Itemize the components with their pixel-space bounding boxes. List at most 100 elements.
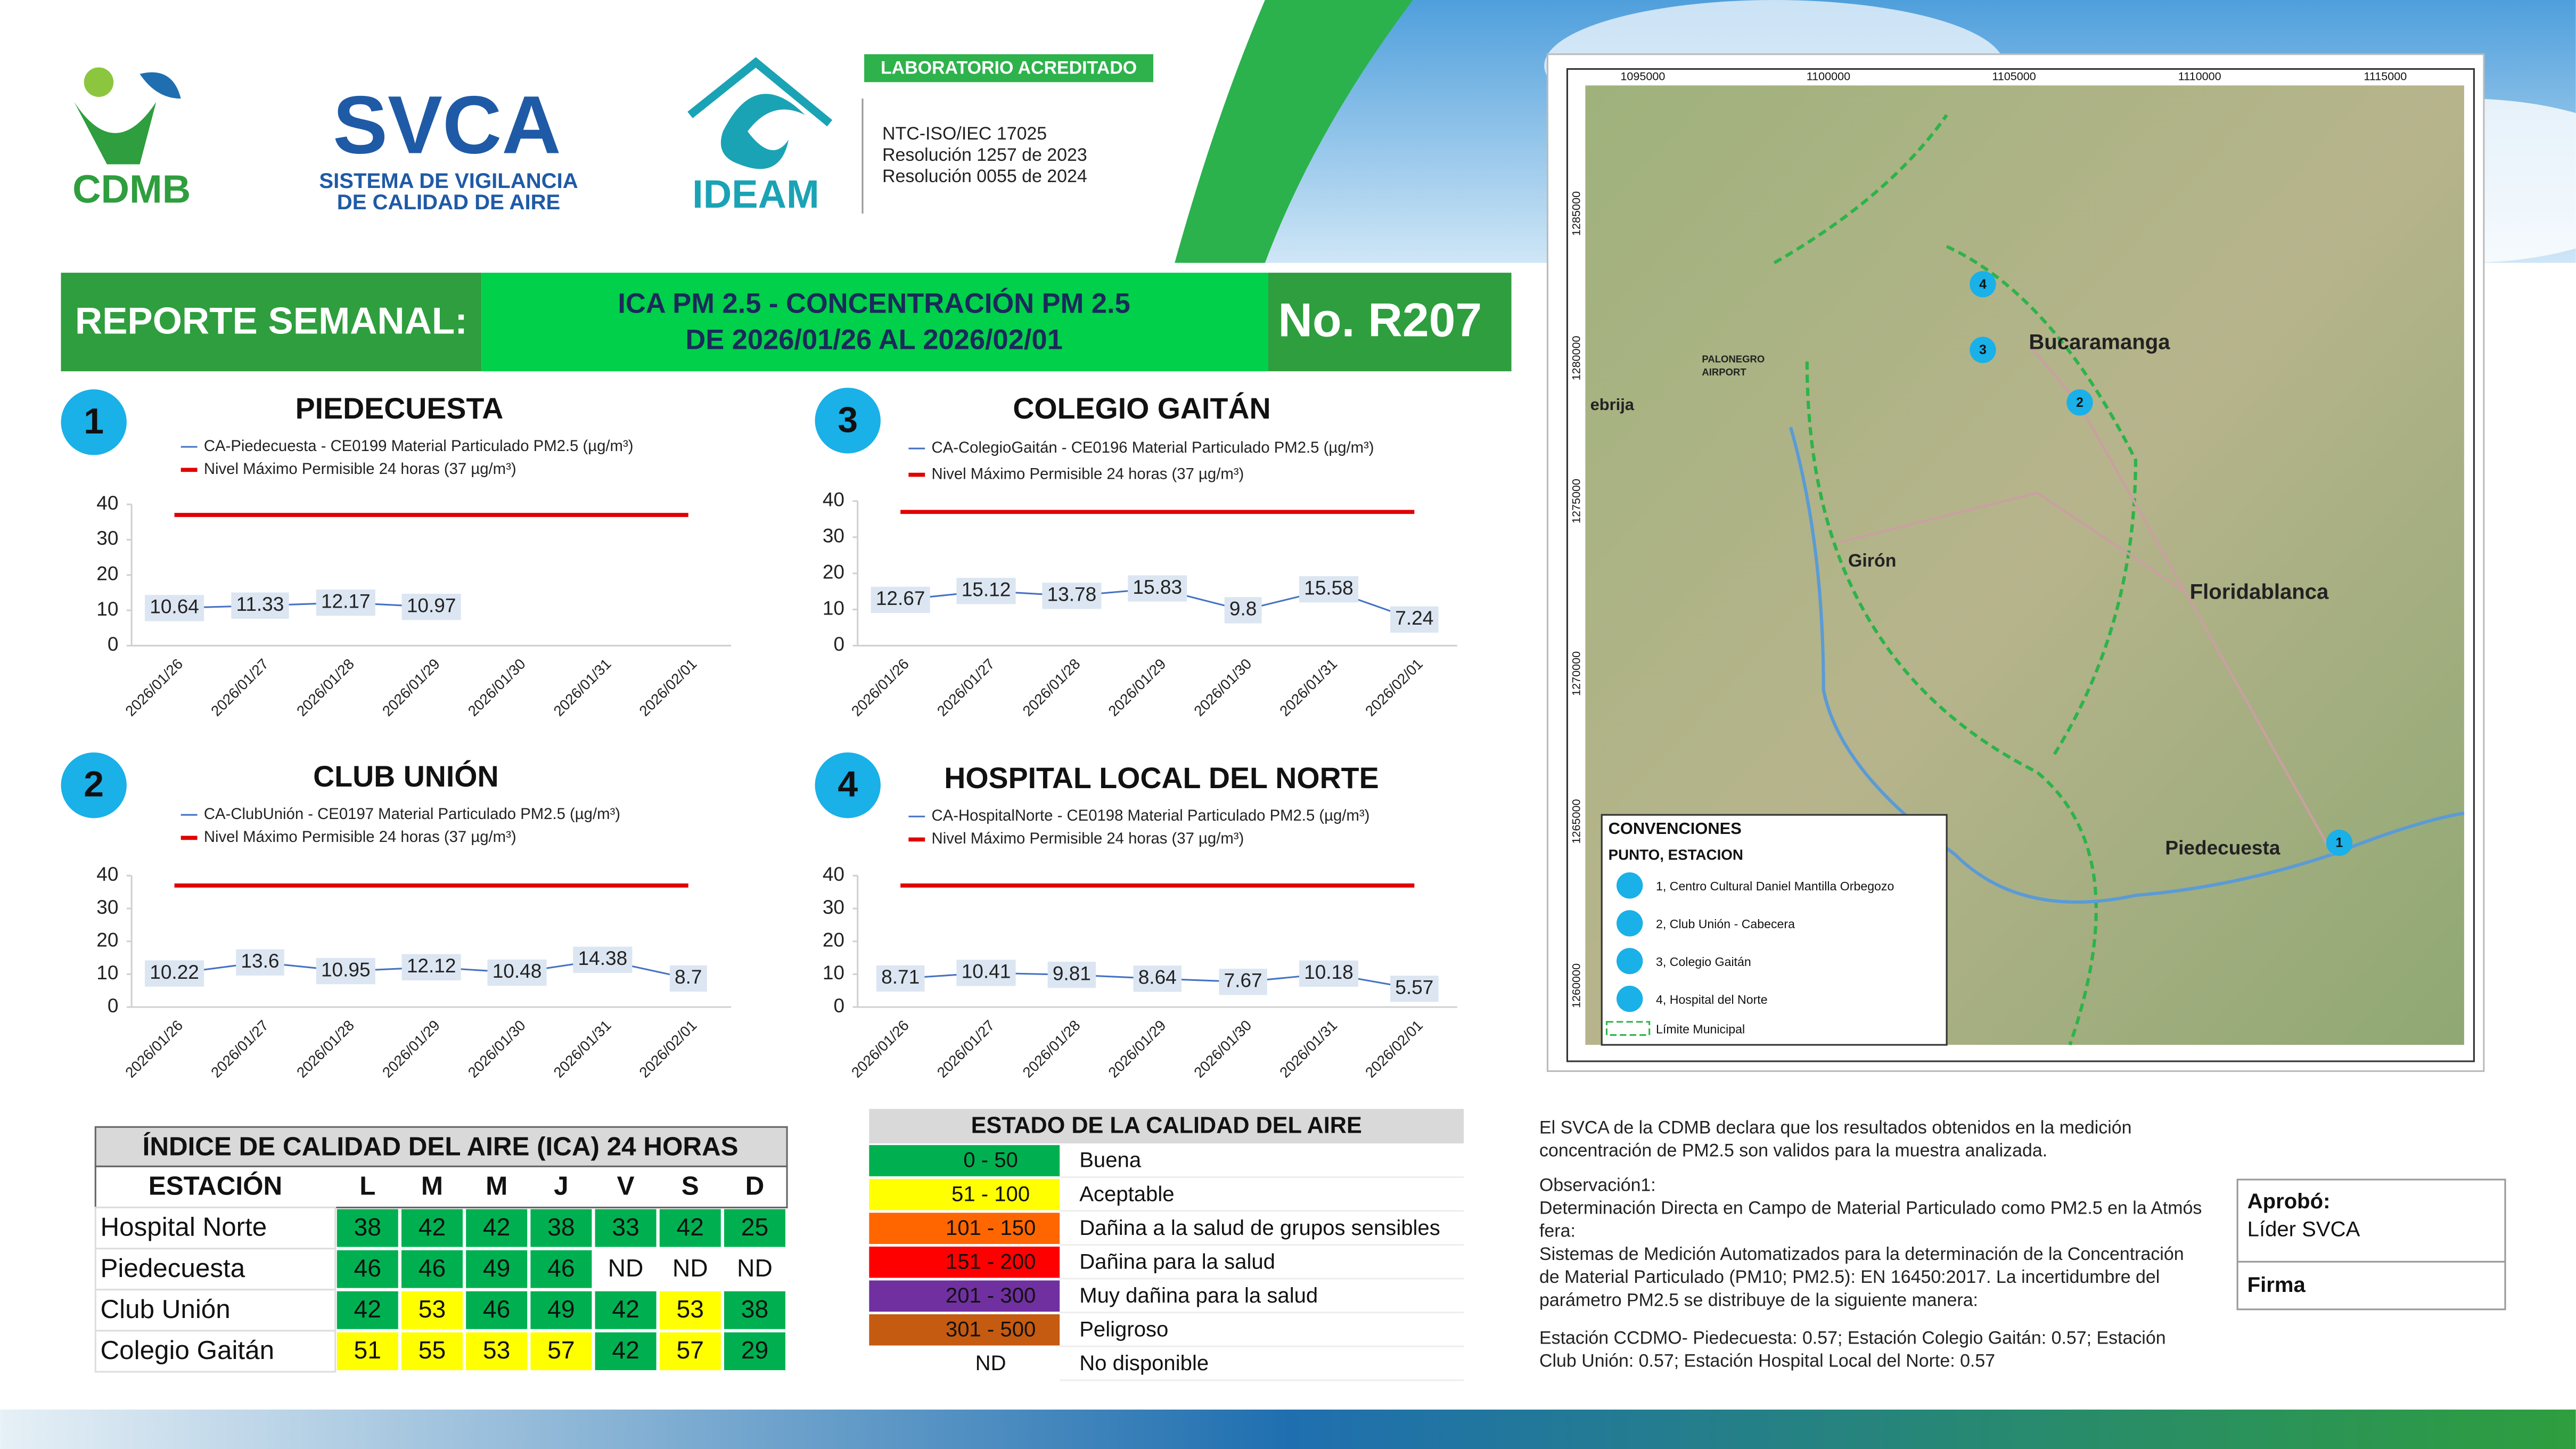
chart-title: COLEGIO GAITÁN bbox=[1013, 392, 1270, 425]
value-label-bg bbox=[871, 586, 930, 613]
ica-cell bbox=[337, 1250, 398, 1288]
value-label: 10.22 bbox=[150, 961, 199, 983]
note-line: Determinación Directa en Campo de Materi… bbox=[1539, 1198, 2202, 1218]
lab-line: NTC-ISO/IEC 17025 bbox=[882, 124, 1047, 144]
estado-range: 151 - 200 bbox=[946, 1250, 1036, 1273]
legend-marker bbox=[1617, 872, 1643, 899]
table-header: D bbox=[745, 1172, 765, 1201]
estado-range: 51 - 100 bbox=[951, 1182, 1030, 1206]
map-y-tick: 1275000 bbox=[1570, 479, 1583, 523]
estado-range: 301 - 500 bbox=[946, 1317, 1036, 1341]
y-tick-label: 0 bbox=[108, 994, 119, 1017]
value-label: 9.81 bbox=[1053, 962, 1091, 984]
ica-value: 25 bbox=[741, 1213, 768, 1241]
banner-left bbox=[61, 273, 482, 372]
banner-left: REPORTE SEMANAL: bbox=[75, 300, 467, 342]
x-tick-label: 2026/01/26 bbox=[848, 656, 912, 719]
value-label-bg bbox=[1390, 976, 1439, 1002]
footer-strip bbox=[0, 1409, 2576, 1449]
ica-cell bbox=[659, 1291, 721, 1329]
map-place: Piedecuesta bbox=[2165, 837, 2280, 859]
value-label: 15.12 bbox=[962, 578, 1011, 601]
value-label-bg bbox=[231, 592, 289, 619]
value-label: 12.67 bbox=[876, 587, 925, 609]
map-legend-sub: PUNTO, ESTACION bbox=[1609, 847, 1743, 863]
y-tick-label: 10 bbox=[96, 597, 118, 620]
x-tick-label: 2026/01/26 bbox=[122, 656, 186, 719]
value-label-bg bbox=[487, 959, 547, 986]
estado-label: Peligroso bbox=[1079, 1317, 1168, 1341]
estado-swatch bbox=[869, 1145, 1060, 1176]
map-legend-limit: Límite Municipal bbox=[1656, 1022, 1745, 1036]
estado-label: Dañina para la salud bbox=[1079, 1250, 1275, 1273]
x-tick-label: 2026/01/29 bbox=[1105, 1017, 1169, 1080]
ideam-logo bbox=[687, 57, 833, 127]
ica-value: 29 bbox=[741, 1336, 768, 1364]
ica-value: 55 bbox=[419, 1336, 446, 1364]
y-tick-label: 20 bbox=[96, 929, 118, 951]
ica-cell bbox=[337, 1332, 398, 1370]
legend-label: Nivel Máximo Permisible 24 horas (37 µg/… bbox=[204, 828, 516, 846]
station-number: 1 bbox=[2336, 836, 2343, 850]
value-label-bg bbox=[876, 965, 925, 992]
ica-value: 38 bbox=[354, 1213, 381, 1241]
map-place: Floridablanca bbox=[2190, 580, 2329, 603]
map-place: PALONEGRO bbox=[1702, 354, 1765, 365]
approval-box bbox=[2236, 1178, 2506, 1311]
ica-value: 38 bbox=[741, 1295, 768, 1323]
map-legend-item: 4, Hospital del Norte bbox=[1656, 993, 1768, 1006]
x-tick-label: 2026/01/31 bbox=[551, 656, 614, 719]
x-tick-label: 2026/01/28 bbox=[293, 1017, 357, 1080]
value-label: 8.71 bbox=[881, 965, 920, 988]
ica-cell bbox=[724, 1291, 785, 1329]
y-tick-label: 30 bbox=[96, 527, 118, 549]
value-label-bg bbox=[144, 960, 204, 987]
ica-cell bbox=[401, 1291, 463, 1329]
note-line: El SVCA de la CDMB declara que los resul… bbox=[1539, 1117, 2132, 1137]
y-tick-label: 10 bbox=[823, 596, 844, 619]
chart-title: PIEDECUESTA bbox=[296, 392, 504, 425]
lab-badge bbox=[864, 54, 1154, 83]
table-header: ESTACIÓN bbox=[149, 1171, 282, 1201]
ica-value: 51 bbox=[354, 1336, 381, 1364]
x-tick-label: 2026/01/29 bbox=[1105, 656, 1169, 719]
x-tick-label: 2026/01/27 bbox=[208, 656, 272, 719]
river bbox=[1789, 427, 2465, 904]
map-legend-item: 2, Club Unión - Cabecera bbox=[1656, 917, 1795, 931]
ica-value: 46 bbox=[547, 1254, 575, 1282]
value-label: 7.67 bbox=[1224, 969, 1262, 992]
y-tick-label: 0 bbox=[833, 633, 844, 655]
map-y-tick: 1270000 bbox=[1570, 651, 1583, 696]
number-badge bbox=[61, 752, 127, 818]
ica-cell bbox=[337, 1209, 398, 1247]
table-title: ESTADO DE LA CALIDAD DEL AIRE bbox=[971, 1113, 1362, 1139]
table-header-bg bbox=[94, 1165, 788, 1209]
y-tick-label: 40 bbox=[96, 863, 118, 885]
y-tick-label: 40 bbox=[823, 863, 844, 885]
ica-value: 53 bbox=[419, 1295, 446, 1323]
station-marker bbox=[2066, 389, 2093, 416]
ica-cell bbox=[466, 1250, 528, 1288]
banner-right bbox=[1268, 273, 1512, 372]
value-label: 14.38 bbox=[578, 947, 628, 969]
banner-middle: DE 2026/01/26 AL 2026/02/01 bbox=[685, 325, 1062, 356]
estado-swatch bbox=[869, 1280, 1060, 1312]
note-line: fera: bbox=[1539, 1221, 1576, 1241]
x-tick-label: 2026/01/27 bbox=[208, 1017, 272, 1080]
value-label-bg bbox=[1128, 575, 1187, 602]
ica-cell bbox=[659, 1250, 721, 1288]
ica-value: 49 bbox=[547, 1295, 575, 1323]
estado-label: Buena bbox=[1079, 1149, 1142, 1172]
ica-value: ND bbox=[737, 1254, 773, 1282]
note-line: de Material Particulado (PM10; PM2.5): E… bbox=[1539, 1267, 2160, 1287]
y-tick-label: 10 bbox=[96, 961, 118, 984]
map-place: Bucaramanga bbox=[2029, 330, 2170, 354]
ica-cell bbox=[401, 1250, 463, 1288]
estado-range: 101 - 150 bbox=[946, 1216, 1036, 1240]
y-tick-label: 0 bbox=[108, 633, 119, 655]
table-title: ÍNDICE DE CALIDAD DEL AIRE (ICA) 24 HORA… bbox=[143, 1131, 739, 1161]
number-badge bbox=[61, 389, 127, 455]
banner-right: No. R207 bbox=[1278, 293, 1482, 346]
ica-value: 53 bbox=[483, 1336, 510, 1364]
